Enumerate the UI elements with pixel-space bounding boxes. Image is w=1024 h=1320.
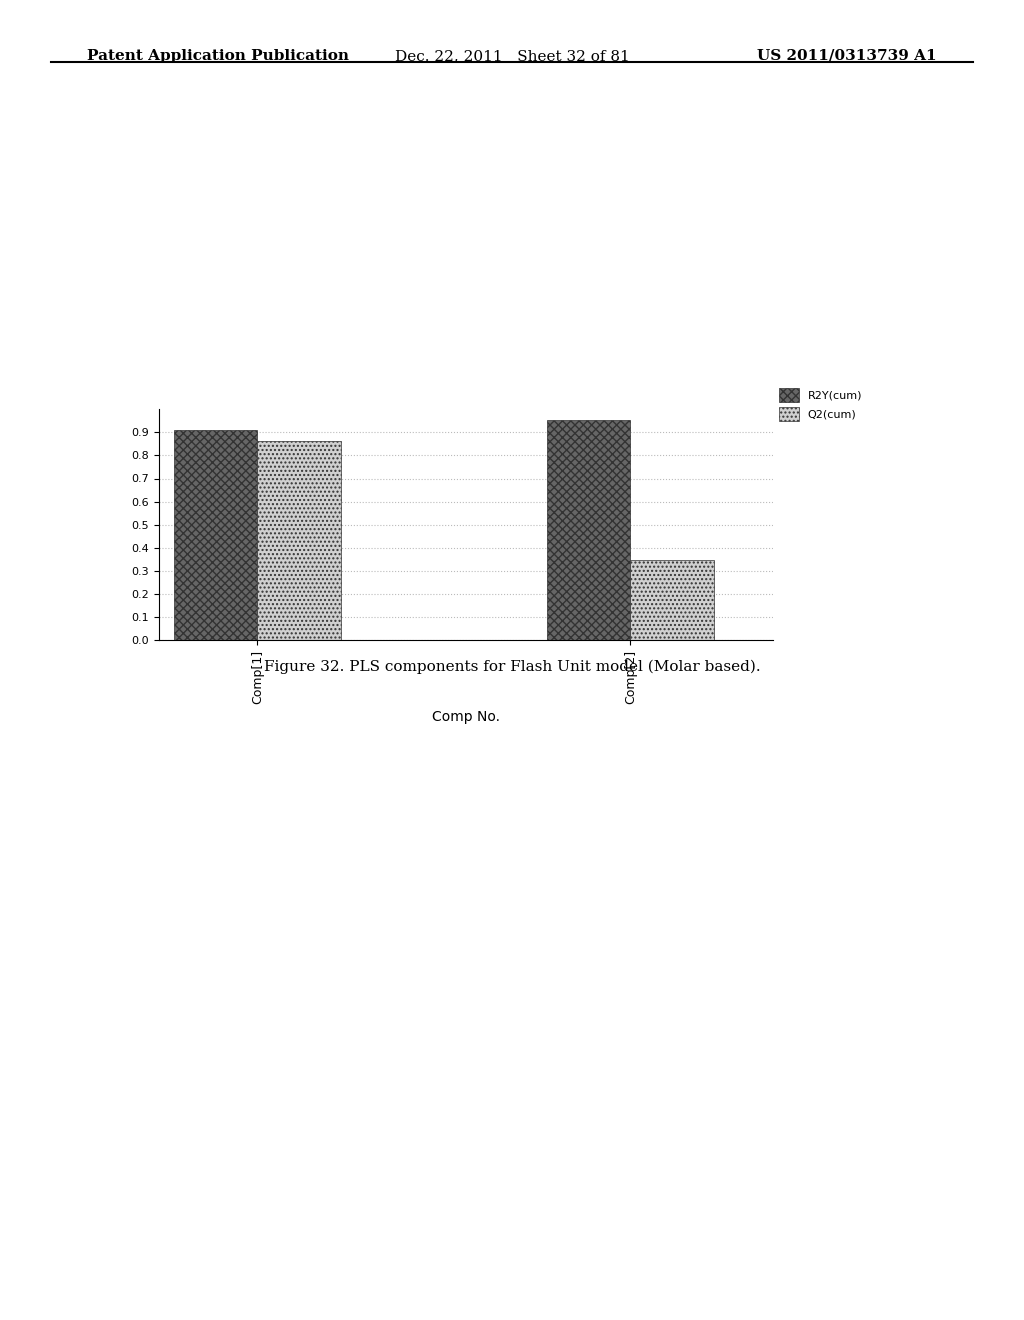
Text: Patent Application Publication: Patent Application Publication xyxy=(87,49,349,63)
Bar xyxy=(547,420,631,640)
Text: Dec. 22, 2011   Sheet 32 of 81: Dec. 22, 2011 Sheet 32 of 81 xyxy=(394,49,630,63)
Text: US 2011/0313739 A1: US 2011/0313739 A1 xyxy=(758,49,937,63)
X-axis label: Comp No.: Comp No. xyxy=(432,710,500,723)
Bar xyxy=(257,441,341,640)
Bar xyxy=(631,560,714,640)
Bar xyxy=(174,430,257,640)
Legend: R2Y(cum), Q2(cum): R2Y(cum), Q2(cum) xyxy=(778,388,862,421)
Text: Figure 32. PLS components for Flash Unit model (Molar based).: Figure 32. PLS components for Flash Unit… xyxy=(264,660,760,675)
